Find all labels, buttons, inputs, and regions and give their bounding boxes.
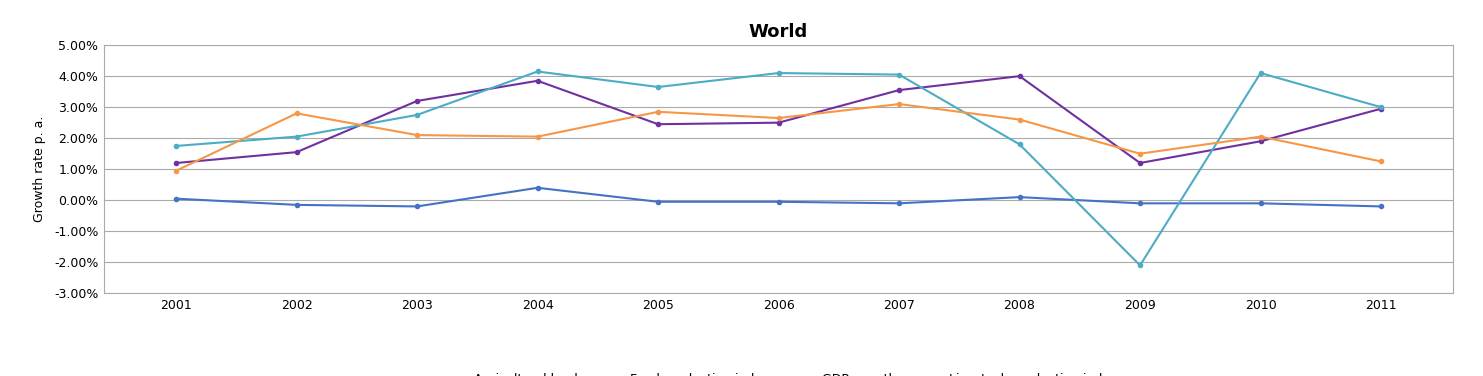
Food production index bbox=[1132, 161, 1149, 165]
Food production index bbox=[1252, 139, 1269, 144]
Food production index bbox=[890, 88, 908, 92]
GDP growth bbox=[168, 144, 185, 148]
Y-axis label: Growth rate p. a.: Growth rate p. a. bbox=[33, 116, 46, 222]
Livestock production index bbox=[1252, 134, 1269, 139]
Line: GDP growth: GDP growth bbox=[174, 70, 1384, 267]
GDP growth bbox=[288, 134, 305, 139]
Food production index bbox=[528, 79, 546, 83]
Agricultural land bbox=[528, 186, 546, 190]
Food production index bbox=[650, 122, 667, 126]
Livestock production index bbox=[168, 168, 185, 173]
Food production index bbox=[288, 150, 305, 155]
Food production index bbox=[1011, 74, 1029, 79]
Livestock production index bbox=[1011, 117, 1029, 122]
GDP growth bbox=[1011, 142, 1029, 147]
Line: Food production index: Food production index bbox=[174, 74, 1384, 165]
Livestock production index bbox=[408, 133, 426, 137]
Line: Agricultural land: Agricultural land bbox=[174, 186, 1384, 209]
GDP growth bbox=[770, 71, 787, 75]
Food production index bbox=[770, 120, 787, 125]
Livestock production index bbox=[770, 116, 787, 120]
GDP growth bbox=[1372, 105, 1390, 109]
Livestock production index bbox=[890, 102, 908, 106]
Agricultural land bbox=[168, 196, 185, 201]
Livestock production index bbox=[288, 111, 305, 116]
Agricultural land bbox=[1011, 195, 1029, 199]
Food production index bbox=[408, 99, 426, 103]
Agricultural land bbox=[408, 204, 426, 209]
Agricultural land bbox=[288, 203, 305, 207]
Agricultural land bbox=[650, 200, 667, 204]
Agricultural land bbox=[1132, 201, 1149, 206]
GDP growth bbox=[408, 113, 426, 117]
Line: Livestock production index: Livestock production index bbox=[174, 102, 1384, 173]
Livestock production index bbox=[1132, 152, 1149, 156]
Title: World: World bbox=[749, 23, 808, 41]
Food production index bbox=[168, 161, 185, 165]
GDP growth bbox=[650, 85, 667, 89]
GDP growth bbox=[1132, 263, 1149, 268]
Agricultural land bbox=[890, 201, 908, 206]
Livestock production index bbox=[528, 134, 546, 139]
Livestock production index bbox=[1372, 159, 1390, 164]
Agricultural land bbox=[1252, 201, 1269, 206]
GDP growth bbox=[890, 72, 908, 77]
Legend: Agricultural land, Food production index, GDP growth, Livestock production index: Agricultural land, Food production index… bbox=[435, 368, 1123, 376]
Agricultural land bbox=[1372, 204, 1390, 209]
GDP growth bbox=[528, 69, 546, 74]
Food production index bbox=[1372, 106, 1390, 111]
GDP growth bbox=[1252, 71, 1269, 75]
Agricultural land bbox=[770, 200, 787, 204]
Livestock production index bbox=[650, 109, 667, 114]
